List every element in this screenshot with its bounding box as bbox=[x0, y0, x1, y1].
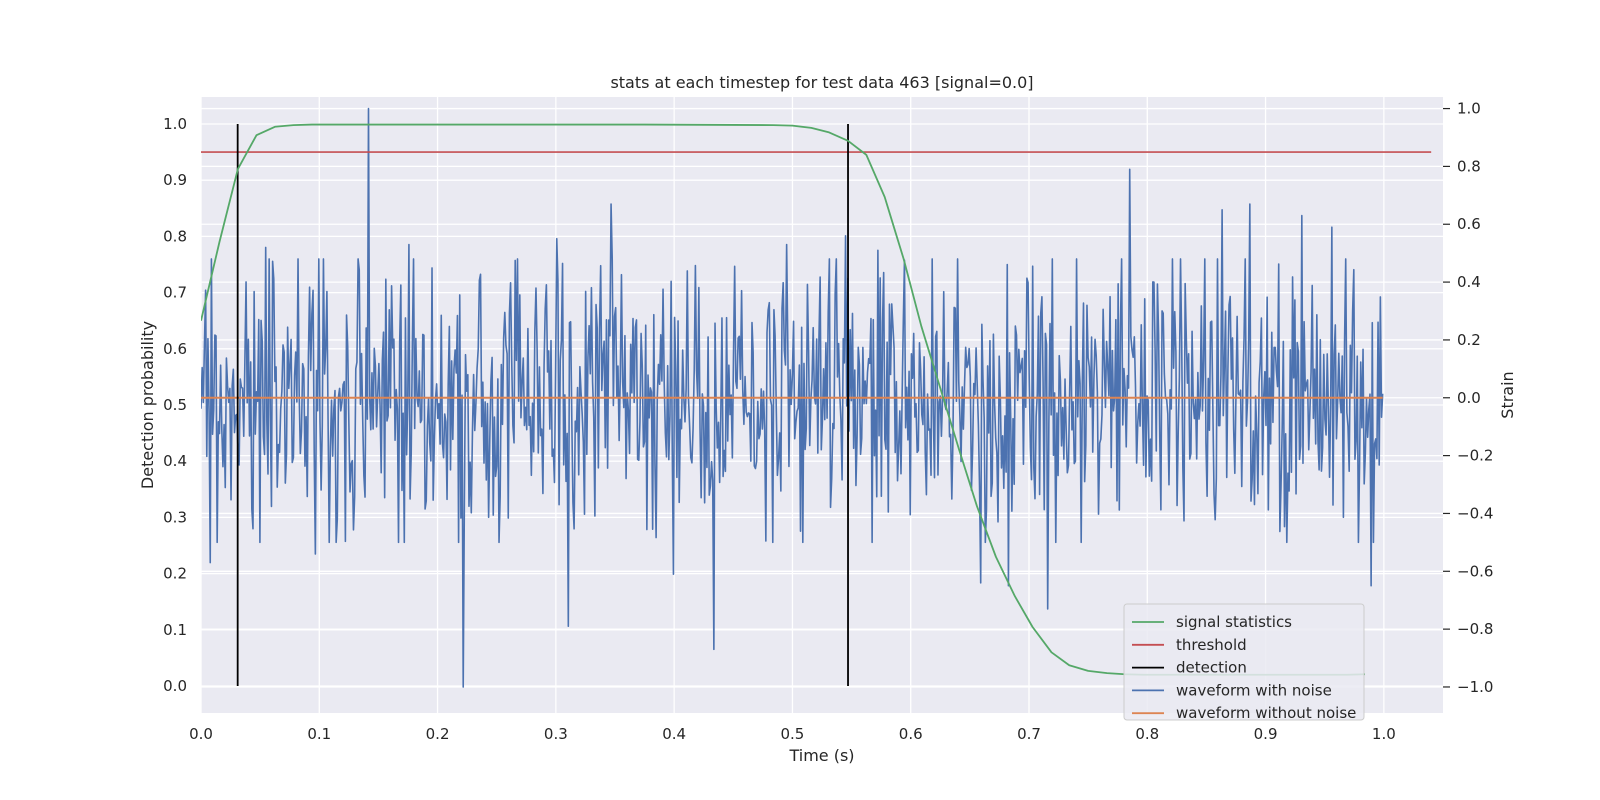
x-tick-label: 0.2 bbox=[426, 725, 450, 743]
y-tick-label: 0.5 bbox=[163, 396, 187, 414]
y-tick-label: 0.1 bbox=[163, 621, 187, 639]
y-tick-label: 0.3 bbox=[163, 508, 187, 526]
x-tick-label: 0.5 bbox=[780, 725, 804, 743]
y-tick-label: 0.9 bbox=[163, 171, 187, 189]
legend: signal statistics threshold detection wavef… bbox=[1123, 603, 1365, 722]
y-tick-label: 0.4 bbox=[163, 452, 187, 470]
y-tick-label: 0.7 bbox=[163, 284, 187, 302]
x-tick-label: 0.0 bbox=[189, 725, 213, 743]
y2-tick-label: 0.4 bbox=[1457, 273, 1481, 291]
x-tick-label: 1.0 bbox=[1372, 725, 1396, 743]
y-axis-title: Detection probability bbox=[138, 321, 157, 489]
legend-label: waveform without noise bbox=[1176, 704, 1356, 722]
y2-tick-label: −0.4 bbox=[1457, 504, 1493, 522]
y-tick-label: 0.6 bbox=[163, 340, 187, 358]
waveform-with-noise-line bbox=[201, 107, 1384, 688]
y2-tick-label: 1.0 bbox=[1457, 100, 1481, 118]
y2-axis-title: Strain bbox=[1498, 371, 1517, 418]
chart-title: stats at each timestep for test data 463… bbox=[610, 73, 1033, 92]
legend-label: threshold bbox=[1176, 636, 1247, 654]
y2-tick-label: −1.0 bbox=[1457, 678, 1493, 696]
y2-tick-label: 0.8 bbox=[1457, 157, 1481, 175]
x-tick-label: 0.7 bbox=[1017, 725, 1041, 743]
x-axis-title: Time (s) bbox=[788, 746, 854, 765]
y2-tick-label: 0.2 bbox=[1457, 331, 1481, 349]
y2-tick-label: −0.2 bbox=[1457, 447, 1493, 465]
x-tick-label: 0.3 bbox=[544, 725, 568, 743]
y2-tick-label: 0.0 bbox=[1457, 389, 1481, 407]
y-tick-label: 0.8 bbox=[163, 227, 187, 245]
x-tick-label: 0.9 bbox=[1254, 725, 1278, 743]
y-tick-label: 1.0 bbox=[163, 115, 187, 133]
y-tick-label: 0.2 bbox=[163, 565, 187, 583]
legend-box bbox=[1123, 603, 1365, 721]
y2-tick-label: −0.8 bbox=[1457, 620, 1493, 638]
x-tick-label: 0.8 bbox=[1135, 725, 1159, 743]
y2-tick-label: −0.6 bbox=[1457, 562, 1493, 580]
tick-labels: 0.0 0.1 0.2 0.3 0.4 0.5 0.6 0.7 0.8 0.9 1.0 0.0 0.1 0… bbox=[163, 100, 1493, 743]
y-tick-label: 0.0 bbox=[163, 677, 187, 695]
x-tick-label: 0.1 bbox=[307, 725, 331, 743]
x-tick-label: 0.4 bbox=[662, 725, 686, 743]
legend-label: waveform with noise bbox=[1176, 681, 1332, 699]
legend-label: signal statistics bbox=[1176, 613, 1292, 631]
legend-label: detection bbox=[1176, 659, 1247, 677]
y2-tick-label: 0.6 bbox=[1457, 215, 1481, 233]
x-tick-label: 0.6 bbox=[899, 725, 923, 743]
